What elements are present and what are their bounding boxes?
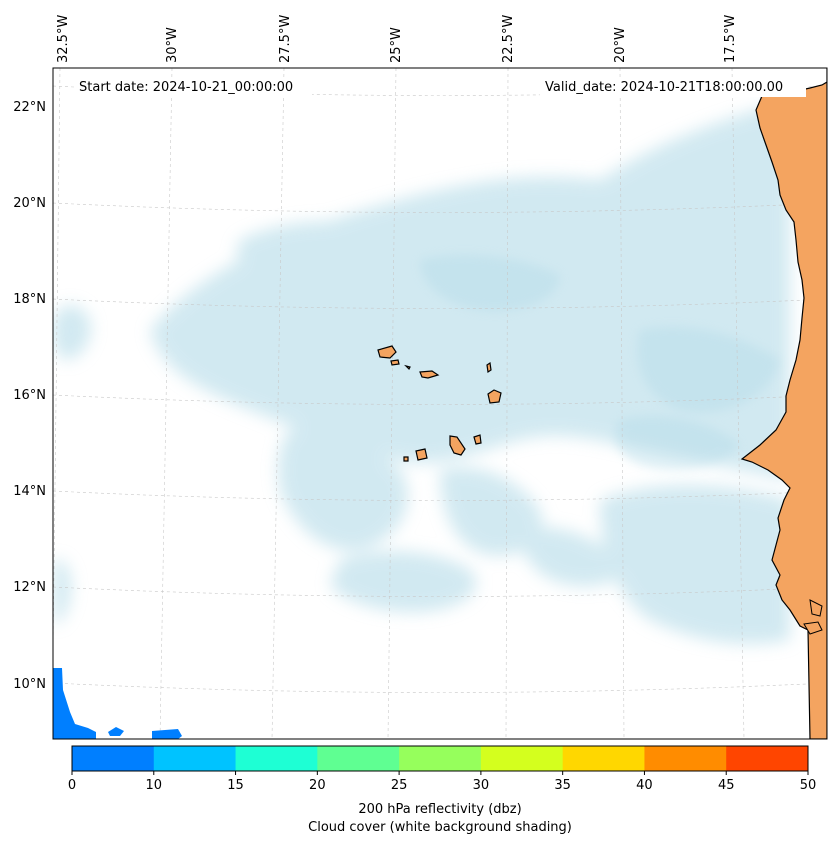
gridline-14n	[53, 490, 827, 501]
colorbar-swatch	[153, 746, 237, 771]
lon-label: 27.5°W	[278, 15, 293, 63]
colorbar-tick-label: 35	[554, 778, 571, 793]
gridline-18n	[53, 298, 827, 309]
colorbar-label: 200 hPa reflectivity (dbz)	[358, 802, 521, 817]
bijagos-island-2	[803, 621, 823, 635]
gridline-17-5w	[731, 68, 745, 739]
start-date-box	[74, 77, 312, 97]
mainland-coast	[740, 68, 827, 739]
island-brava	[403, 456, 409, 462]
island-boa-vista	[487, 389, 502, 404]
cloud-blob-southwest	[53, 559, 72, 624]
west-africa-land	[740, 68, 827, 739]
map-area: Start date: 2024-10-21_00:00:00 Valid_da…	[53, 68, 827, 739]
lon-label: 32.5°W	[56, 15, 71, 63]
colorbar-sublabel: Cloud cover (white background shading)	[308, 820, 572, 835]
colorbar-tick-label: 30	[473, 778, 490, 793]
gridline-27-5w	[271, 68, 285, 739]
map-frame	[52, 67, 828, 740]
island-sal	[486, 361, 492, 374]
colorbar-ticks: 0 10 15 20 25 30 35 40 45 50	[68, 771, 816, 793]
colorbar-tick-label: 15	[227, 778, 244, 793]
island-fogo	[415, 448, 428, 461]
reflectivity-patch-2	[108, 727, 124, 736]
reflectivity-patch-1	[53, 668, 96, 739]
gridline-20w	[619, 68, 625, 739]
colorbar-tick-label: 10	[146, 778, 163, 793]
colorbar-swatch	[480, 746, 564, 771]
lon-label: 22.5°W	[501, 15, 516, 63]
island-santiago	[449, 435, 466, 456]
colorbar-swatch	[235, 746, 318, 771]
cloud-mass-center	[278, 427, 408, 551]
cloud-cover-shading	[53, 100, 790, 644]
lon-label: 25°W	[389, 27, 404, 63]
colorbar-tick-label: 20	[309, 778, 326, 793]
latitude-labels: 22°N 20°N 18°N 16°N 14°N 12°N 10°N	[13, 100, 46, 692]
longitude-labels: 32.5°W 30°W 27.5°W 25°W 22.5°W 20°W 17.5…	[56, 15, 738, 63]
lon-label: 30°W	[165, 27, 180, 63]
colorbar-frame	[71, 745, 809, 772]
lon-label: 17.5°W	[723, 15, 738, 63]
colorbar-swatch	[72, 746, 155, 771]
island-sao-vicente	[390, 359, 400, 366]
island-santa-luzia	[404, 364, 411, 371]
reflectivity-patch	[53, 668, 182, 739]
gridline-22-5w	[505, 68, 509, 739]
colorbar-swatch	[644, 746, 727, 771]
valid-date-label: Valid_date: 2024-10-21T18:00:00.00	[545, 80, 783, 95]
cloud-core-3	[615, 416, 740, 470]
colorbar-tick-label: 50	[800, 778, 817, 793]
cloud-core-2	[637, 326, 780, 413]
cloud-mass-center-east	[440, 467, 542, 556]
lat-label: 16°N	[13, 388, 46, 403]
lat-label: 20°N	[13, 196, 46, 211]
island-maio	[473, 434, 482, 445]
colorbar-swatch	[562, 746, 645, 771]
cape-verde-islands	[377, 345, 502, 462]
lat-label: 18°N	[13, 292, 46, 307]
gridline-25w	[387, 68, 397, 739]
island-sao-nicolau	[419, 370, 440, 379]
gridline-16n	[53, 394, 827, 405]
colorbar-swatch	[317, 746, 400, 771]
cloud-band-south	[330, 551, 477, 613]
cloud-mass-northeast	[600, 100, 790, 240]
cloud-cover-light	[420, 255, 780, 470]
reflectivity-patch-3	[152, 729, 182, 739]
colorbar-tick-label: 45	[718, 778, 735, 793]
gridline-10n	[53, 682, 827, 693]
cloud-mass-east	[600, 485, 790, 644]
cloud-blob-west	[53, 305, 91, 360]
bijagos-island-1	[809, 599, 823, 617]
colorbar-swatch	[399, 746, 482, 771]
island-santo-antao	[377, 345, 397, 359]
colorbar-swatch	[726, 746, 809, 771]
cloud-blob-north-east-band	[549, 229, 770, 300]
gridline-20n	[53, 202, 827, 213]
lat-label: 14°N	[13, 484, 46, 499]
cloud-core-1	[420, 255, 560, 311]
cloud-blob-southeast	[520, 527, 622, 587]
lon-label: 20°W	[613, 27, 628, 63]
start-date-label: Start date: 2024-10-21_00:00:00	[79, 80, 293, 95]
valid-date-box	[540, 77, 806, 97]
lat-label: 10°N	[13, 677, 46, 692]
colorbar-swatches	[72, 746, 809, 771]
colorbar-tick-label: 0	[68, 778, 76, 793]
gridline-30w	[159, 68, 173, 739]
colorbar-tick-label: 25	[391, 778, 408, 793]
gridline-12n	[53, 586, 827, 597]
lat-label: 12°N	[13, 580, 46, 595]
colorbar-tick-label: 40	[636, 778, 653, 793]
colorbar: 0 10 15 20 25 30 35 40 45 50 200 hPa reflectivity…	[68, 745, 816, 835]
lat-label: 22°N	[13, 100, 46, 115]
cloud-blob-northwest	[236, 221, 380, 276]
